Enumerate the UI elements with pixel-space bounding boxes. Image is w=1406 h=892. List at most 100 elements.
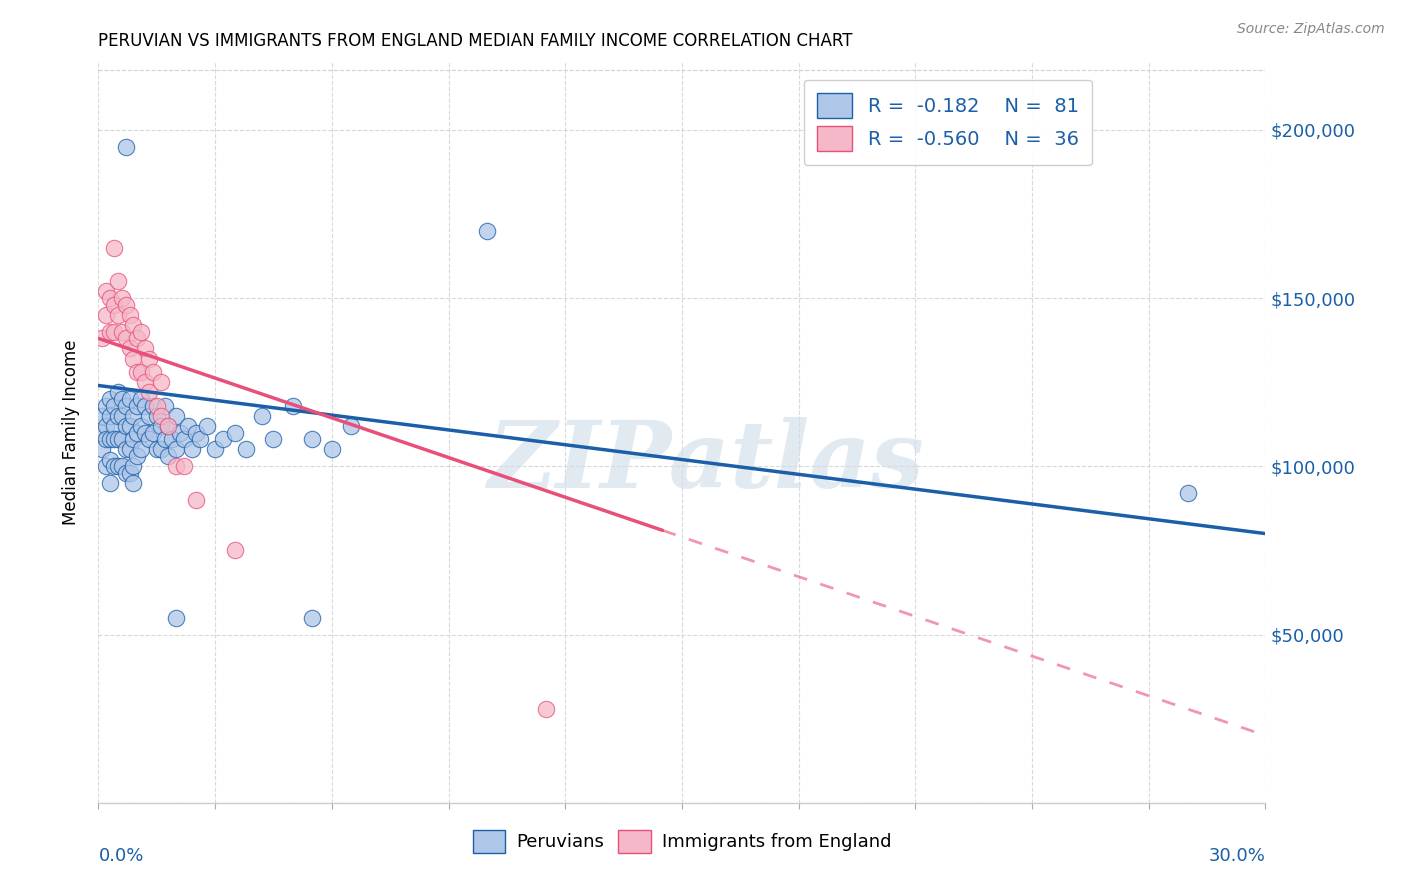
Point xyxy=(122,409,145,423)
Point xyxy=(122,433,145,447)
Y-axis label: Median Family Income: Median Family Income xyxy=(62,340,80,525)
Point xyxy=(122,476,145,491)
Point xyxy=(107,274,129,288)
Point xyxy=(96,418,118,433)
Point xyxy=(114,399,136,413)
Point xyxy=(111,291,134,305)
Point xyxy=(165,459,187,474)
Point xyxy=(153,433,176,447)
Point xyxy=(127,331,149,345)
Point xyxy=(114,418,136,433)
Point xyxy=(98,452,121,467)
Point xyxy=(111,392,134,406)
Point xyxy=(301,610,323,624)
Point xyxy=(96,308,118,322)
Point xyxy=(129,392,152,406)
Point xyxy=(134,425,156,440)
Point xyxy=(321,442,343,457)
Point xyxy=(127,365,149,379)
Point xyxy=(157,418,180,433)
Point xyxy=(1177,486,1199,500)
Point xyxy=(96,433,118,447)
Point xyxy=(138,433,160,447)
Point xyxy=(134,399,156,413)
Point xyxy=(114,298,136,312)
Point xyxy=(188,433,211,447)
Point xyxy=(340,418,363,433)
Point xyxy=(157,418,180,433)
Point xyxy=(212,433,235,447)
Point xyxy=(107,459,129,474)
Point xyxy=(173,433,195,447)
Point xyxy=(107,409,129,423)
Point xyxy=(177,418,200,433)
Point xyxy=(142,399,165,413)
Point xyxy=(91,331,114,345)
Point xyxy=(96,459,118,474)
Point xyxy=(184,492,207,507)
Point xyxy=(103,418,125,433)
Point xyxy=(103,240,125,255)
Point xyxy=(146,409,169,423)
Point xyxy=(114,331,136,345)
Point xyxy=(122,351,145,366)
Point xyxy=(103,459,125,474)
Point xyxy=(111,433,134,447)
Point xyxy=(301,433,323,447)
Point xyxy=(98,433,121,447)
Point xyxy=(107,308,129,322)
Point xyxy=(149,418,172,433)
Point xyxy=(180,442,202,457)
Point xyxy=(129,418,152,433)
Point xyxy=(157,449,180,463)
Point xyxy=(91,425,114,440)
Point xyxy=(129,365,152,379)
Text: 30.0%: 30.0% xyxy=(1209,847,1265,865)
Point xyxy=(98,392,121,406)
Point xyxy=(534,701,557,715)
Point xyxy=(127,449,149,463)
Point xyxy=(129,442,152,457)
Text: ZIPatlas: ZIPatlas xyxy=(486,417,924,508)
Point xyxy=(118,342,141,356)
Point xyxy=(262,433,284,447)
Point xyxy=(281,399,304,413)
Text: PERUVIAN VS IMMIGRANTS FROM ENGLAND MEDIAN FAMILY INCOME CORRELATION CHART: PERUVIAN VS IMMIGRANTS FROM ENGLAND MEDI… xyxy=(98,32,853,50)
Point xyxy=(114,139,136,153)
Point xyxy=(153,399,176,413)
Point xyxy=(111,325,134,339)
Point xyxy=(91,409,114,423)
Point xyxy=(235,442,257,457)
Point xyxy=(169,425,191,440)
Point xyxy=(98,325,121,339)
Point xyxy=(142,365,165,379)
Point xyxy=(138,409,160,423)
Point xyxy=(103,325,125,339)
Point xyxy=(114,442,136,457)
Point xyxy=(103,399,125,413)
Point xyxy=(96,285,118,299)
Point xyxy=(122,459,145,474)
Point xyxy=(146,399,169,413)
Point xyxy=(477,224,499,238)
Point xyxy=(111,459,134,474)
Point xyxy=(134,342,156,356)
Point xyxy=(224,425,246,440)
Point xyxy=(118,466,141,480)
Point xyxy=(138,351,160,366)
Point xyxy=(118,392,141,406)
Legend: Peruvians, Immigrants from England: Peruvians, Immigrants from England xyxy=(465,822,898,861)
Point xyxy=(98,291,121,305)
Point xyxy=(146,442,169,457)
Point xyxy=(138,385,160,400)
Point xyxy=(118,418,141,433)
Point xyxy=(118,308,141,322)
Point xyxy=(165,442,187,457)
Point xyxy=(149,409,172,423)
Point xyxy=(122,318,145,332)
Point xyxy=(224,543,246,558)
Point xyxy=(173,459,195,474)
Point xyxy=(96,399,118,413)
Point xyxy=(103,298,125,312)
Point xyxy=(127,399,149,413)
